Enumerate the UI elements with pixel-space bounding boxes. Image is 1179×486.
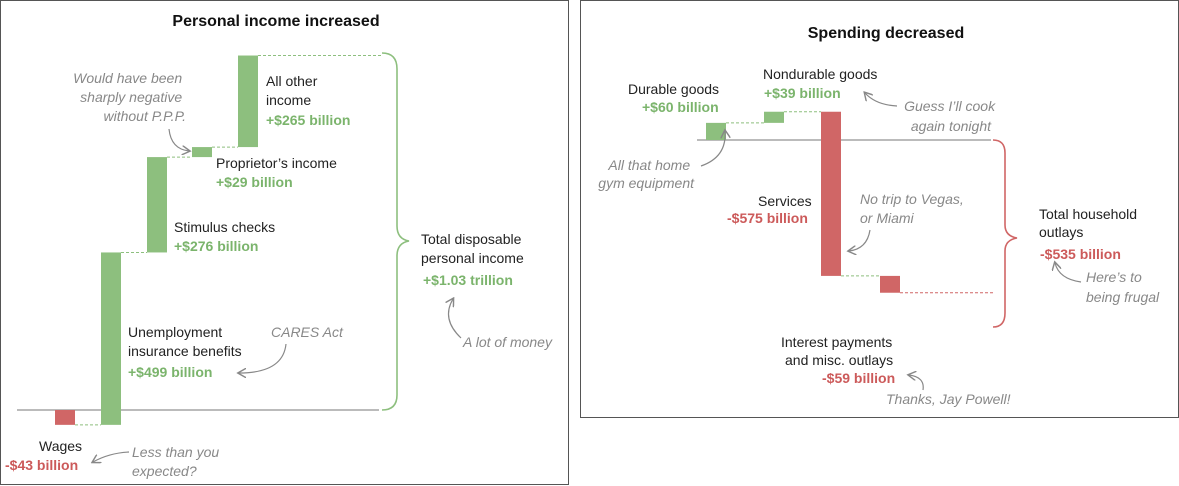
arrow-gym-note [700,131,725,167]
income-chart-title: Personal income increased [172,13,379,30]
arrow-cares-note [239,343,287,373]
label-services: Services [758,193,812,209]
value-unemployment: +$499 billion [128,364,212,380]
label-total-outlays: Total household outlays [1039,206,1141,240]
spending-total-bracket [992,139,1018,328]
arrow-powell-note [909,375,924,391]
income-connectors [75,55,381,426]
label-unemployment: Unemployment insurance benefits [128,324,242,359]
value-total-outlays: -$535 billion [1040,246,1121,262]
note-gym-equipment: All that home gym equipment [598,157,695,191]
note-ppp: Would have been sharply negative without… [73,70,186,124]
note-cook-tonight: Guess I’ll cook again tonight [904,98,999,134]
note-frugal: Here’s to being frugal [1086,269,1160,305]
value-total-income: +$1.03 trillion [423,272,513,288]
bar-durable-goods [706,122,726,140]
value-other-income: +$265 billion [266,112,350,128]
arrow-vegas-note [849,229,871,251]
label-nondurable-goods: Nondurable goods [763,66,877,82]
value-interest-payments: -$59 billion [822,370,895,386]
note-wages: Less than you expected? [132,444,223,479]
arrow-wages-note [93,451,130,462]
value-proprietor: +$29 billion [216,174,293,190]
label-other-income: All other income [266,73,321,108]
spending-waterfall-chart: Spending decreased Durable goods +$60 bi… [598,25,1160,407]
bar-services [821,111,841,276]
spending-connectors [726,111,993,294]
arrow-cook-note [865,93,898,107]
label-durable-goods: Durable goods [628,81,719,97]
label-wages: Wages [39,438,82,454]
arrow-money-note [449,299,462,339]
income-chart-panel: Personal income increased Wages -$43 bil… [0,0,569,485]
value-wages: -$43 billion [5,457,78,473]
note-jay-powell: Thanks, Jay Powell! [886,391,1011,407]
note-a-lot-of-money: A lot of money [462,334,553,350]
label-total-income: Total disposable personal income [421,231,525,266]
bar-unemployment [101,252,121,425]
bar-other-income [238,55,258,148]
income-waterfall-chart: Personal income increased Wages -$43 bil… [5,13,553,479]
spending-chart-title: Spending decreased [808,25,965,42]
bar-wages [55,410,75,425]
note-vegas: No trip to Vegas, or Miami [860,191,968,226]
label-proprietor: Proprietor’s income [216,155,337,171]
spending-chart-panel: Spending decreased Durable goods +$60 bi… [580,0,1179,418]
bar-proprietor [192,147,212,158]
value-services: -$575 billion [727,210,808,226]
value-nondurable-goods: +$39 billion [764,85,841,101]
arrow-frugal-note [1055,263,1082,283]
bar-interest-payments [880,275,900,293]
bar-nondurable-goods [764,111,784,123]
arrow-ppp-note [168,128,189,151]
bar-stimulus [147,157,167,253]
income-total-bracket [381,52,410,411]
value-stimulus: +$276 billion [174,238,258,254]
value-durable-goods: +$60 billion [642,99,719,115]
note-cares-act: CARES Act [271,324,344,340]
label-stimulus: Stimulus checks [174,219,275,235]
label-interest-payments: Interest payments and misc. outlays [781,334,896,368]
